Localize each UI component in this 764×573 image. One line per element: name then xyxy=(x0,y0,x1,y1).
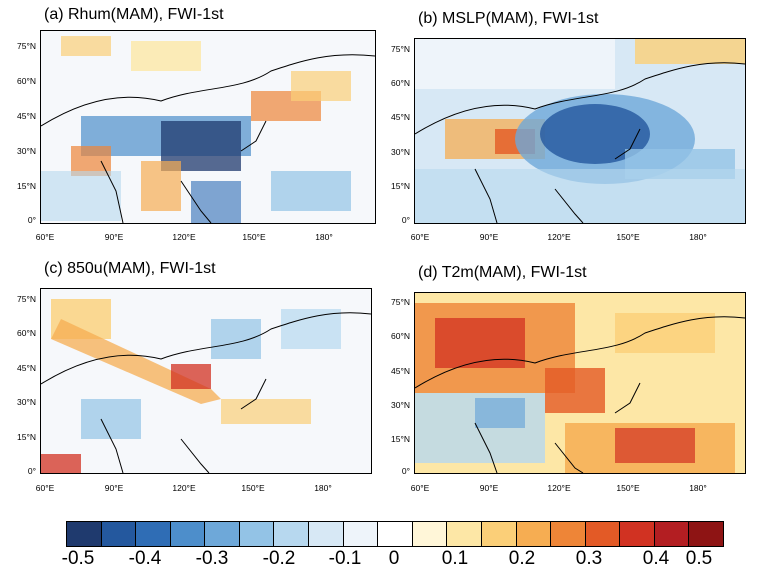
lat-tick: 0° xyxy=(27,466,36,476)
lat-tick: 0° xyxy=(27,215,36,225)
colorbar-label: -0.1 xyxy=(328,548,362,569)
lat-tick: 75°N xyxy=(17,41,36,51)
lat-tick: 45°N xyxy=(391,112,410,122)
lon-tick: 90°E xyxy=(104,232,124,242)
colorbar-swatch xyxy=(239,522,275,546)
colorbar-swatch xyxy=(447,522,482,546)
colorbar-swatch xyxy=(585,522,621,546)
lat-tick: 0° xyxy=(401,215,410,225)
lon-tick: 150°E xyxy=(616,483,640,493)
colorbar-label: 0.3 xyxy=(575,548,603,569)
lon-tick: 180° xyxy=(315,232,333,242)
colorbar-swatch xyxy=(620,522,655,546)
colorbar-label: 0.4 xyxy=(642,548,670,569)
lon-tick: 90°E xyxy=(479,232,499,242)
lon-tick: 60°E xyxy=(35,483,55,493)
lon-tick: 120°E xyxy=(172,232,196,242)
colorbar-label: -0.2 xyxy=(262,548,296,569)
colorbar-swatch xyxy=(654,522,690,546)
colorbar-swatch xyxy=(412,522,448,546)
colorbar-swatch xyxy=(689,522,723,546)
lat-tick: 45°N xyxy=(391,366,410,376)
lat-tick: 30°N xyxy=(391,147,410,157)
colorbar-swatch xyxy=(205,522,240,546)
lon-tick: 180° xyxy=(689,232,707,242)
map-850u-field xyxy=(41,289,371,473)
lon-tick: 150°E xyxy=(242,232,266,242)
map-mslp-field xyxy=(415,39,745,223)
map-t2m-field xyxy=(415,293,745,473)
panel-title-rhum: (a) Rhum(MAM), FWI-1st xyxy=(44,6,224,23)
lat-tick: 15°N xyxy=(17,432,36,442)
lon-tick: 180° xyxy=(314,483,332,493)
lon-tick: 60°E xyxy=(410,483,430,493)
lon-tick: 120°E xyxy=(172,483,196,493)
lat-tick: 60°N xyxy=(391,78,410,88)
colorbar-swatch xyxy=(67,522,102,546)
colorbar-label: -0.5 xyxy=(61,548,95,569)
lon-tick: 150°E xyxy=(241,483,265,493)
lat-tick: 60°N xyxy=(17,76,36,86)
lat-tick: 30°N xyxy=(17,397,36,407)
lat-tick: 60°N xyxy=(391,331,410,341)
colorbar-swatch xyxy=(551,522,586,546)
colorbar-swatch xyxy=(170,522,206,546)
colorbar-label: 0.2 xyxy=(508,548,536,569)
lon-tick: 180° xyxy=(689,483,707,493)
colorbar-swatch xyxy=(309,522,344,546)
lat-tick: 75°N xyxy=(391,297,410,307)
lat-tick: 15°N xyxy=(391,434,410,444)
colorbar-swatch xyxy=(136,522,171,546)
lon-tick: 60°E xyxy=(410,232,430,242)
lon-tick: 120°E xyxy=(547,232,571,242)
lat-tick: 15°N xyxy=(391,181,410,191)
colorbar xyxy=(66,521,724,547)
lon-tick: 120°E xyxy=(547,483,571,493)
map-t2m xyxy=(414,292,746,474)
colorbar-label: -0.3 xyxy=(195,548,229,569)
colorbar-swatch xyxy=(274,522,310,546)
lat-tick: 60°N xyxy=(17,328,36,338)
lon-tick: 90°E xyxy=(479,483,499,493)
colorbar-label: 0.5 xyxy=(685,548,713,569)
lat-tick: 45°N xyxy=(17,363,36,373)
lat-tick: 75°N xyxy=(17,294,36,304)
lat-tick: 15°N xyxy=(17,181,36,191)
colorbar-swatch xyxy=(343,522,379,546)
panel-title-t2m: (d) T2m(MAM), FWI-1st xyxy=(418,264,587,281)
map-850u xyxy=(40,288,372,474)
panel-title-mslp: (b) MSLP(MAM), FWI-1st xyxy=(418,10,599,27)
panel-title-850u: (c) 850u(MAM), FWI-1st xyxy=(44,260,216,277)
lat-tick: 45°N xyxy=(17,111,36,121)
colorbar-label: 0 xyxy=(388,548,400,569)
lon-tick: 90°E xyxy=(104,483,124,493)
map-rhum-field xyxy=(41,31,375,223)
colorbar-swatch xyxy=(101,522,137,546)
lon-tick: 150°E xyxy=(616,232,640,242)
lat-tick: 30°N xyxy=(17,146,36,156)
colorbar-label: -0.4 xyxy=(128,548,162,569)
colorbar-swatch xyxy=(378,522,413,546)
colorbar-swatch xyxy=(516,522,552,546)
colorbar-label: 0.1 xyxy=(441,548,469,569)
lat-tick: 75°N xyxy=(391,44,410,54)
map-rhum xyxy=(40,30,376,224)
colorbar-swatch xyxy=(481,522,517,546)
lat-tick: 0° xyxy=(401,466,410,476)
lon-tick: 60°E xyxy=(35,232,55,242)
map-mslp xyxy=(414,38,746,224)
lat-tick: 30°N xyxy=(391,400,410,410)
